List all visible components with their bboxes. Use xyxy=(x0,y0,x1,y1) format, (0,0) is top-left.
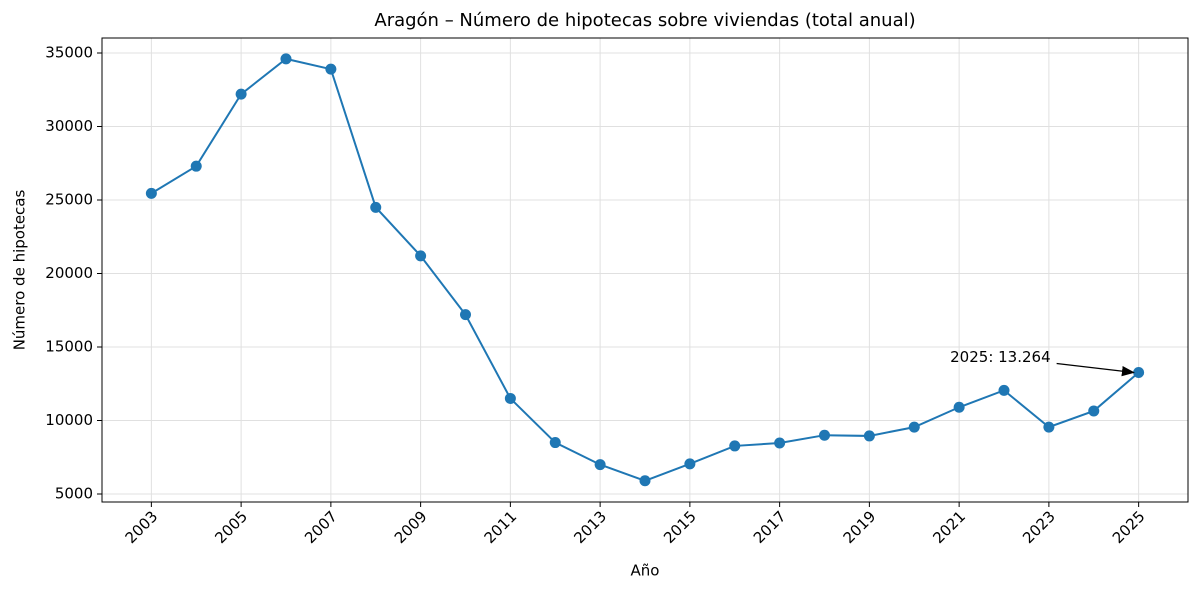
point xyxy=(325,63,337,75)
x-tick-label: 2013 xyxy=(570,507,610,547)
x-tick-label: 2005 xyxy=(211,507,251,547)
point xyxy=(639,475,651,487)
line xyxy=(150,57,1140,482)
point xyxy=(863,430,875,442)
annotation-arrow xyxy=(1056,362,1135,377)
x-tick-label: 2009 xyxy=(391,507,431,547)
chart-title: Aragón – Número de hipotecas sobre vivie… xyxy=(374,10,915,31)
point xyxy=(504,392,516,404)
point xyxy=(280,53,292,65)
y-tick-label: 25000 xyxy=(45,190,93,208)
x-tick-label: 2019 xyxy=(840,507,880,547)
plot-frame xyxy=(101,37,1189,503)
point xyxy=(549,437,561,449)
x-tick-label: 2021 xyxy=(929,507,969,547)
annotation: 2025: 13.264 xyxy=(950,348,1050,366)
point xyxy=(1133,367,1145,379)
point xyxy=(459,309,471,321)
x-tick-label: 2015 xyxy=(660,507,700,547)
point xyxy=(953,401,965,413)
point xyxy=(145,187,157,199)
x-tick-label: 2017 xyxy=(750,507,790,547)
x-tick-label: 2023 xyxy=(1019,507,1059,547)
point xyxy=(684,458,696,470)
x-tick-label: 2025 xyxy=(1109,507,1149,547)
x-tick-label: 2011 xyxy=(481,507,521,547)
y-axis-label: Número de hipotecas xyxy=(11,190,29,351)
point xyxy=(1088,405,1100,417)
y-tick-label: 10000 xyxy=(45,411,93,429)
x-axis-label: Año xyxy=(631,562,660,580)
point xyxy=(774,437,786,449)
y-tick-label: 30000 xyxy=(45,117,93,135)
point xyxy=(415,250,427,262)
y-tick-label: 5000 xyxy=(55,485,93,503)
point xyxy=(235,88,247,100)
point xyxy=(370,201,382,213)
point xyxy=(729,440,741,452)
x-tick-label: 2007 xyxy=(301,507,341,547)
y-tick-label: 15000 xyxy=(45,338,93,356)
point xyxy=(998,384,1010,396)
point xyxy=(819,429,831,441)
point xyxy=(190,160,202,172)
point xyxy=(908,421,920,433)
y-tick-label: 20000 xyxy=(45,264,93,282)
x-tick-label: 2003 xyxy=(122,507,162,547)
point xyxy=(1043,421,1055,433)
y-tick-label: 35000 xyxy=(45,43,93,61)
point xyxy=(594,459,606,471)
